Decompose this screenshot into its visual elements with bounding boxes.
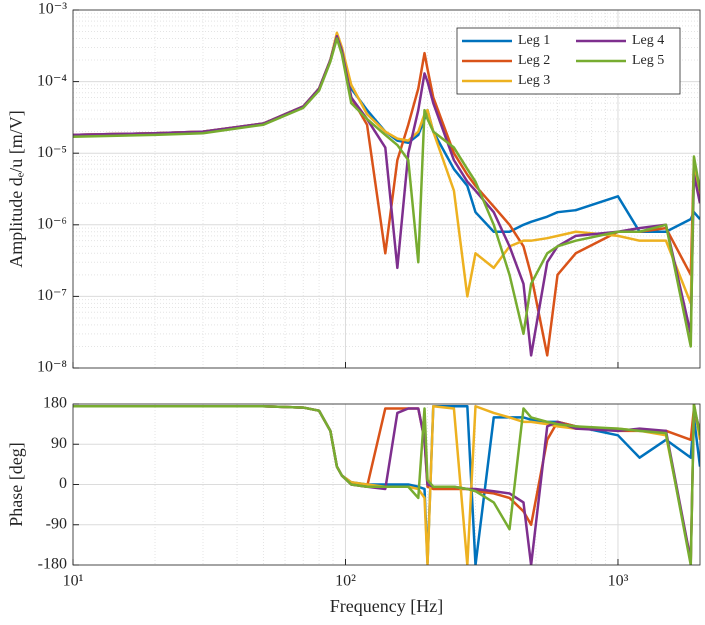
legend-label: Leg 5 bbox=[632, 53, 664, 68]
y-tick-label: 10⁻⁸ bbox=[37, 359, 67, 376]
axes-box bbox=[72, 403, 701, 566]
y-axis-label: Amplitude dₑ/u [m/V] bbox=[6, 110, 26, 268]
y-tick-label: 0 bbox=[59, 475, 67, 492]
y-axis-label: Phase [deg] bbox=[6, 442, 26, 526]
series-line bbox=[73, 404, 700, 565]
x-axis-label: Frequency [Hz] bbox=[330, 596, 443, 616]
x-tick-label: 10¹ bbox=[63, 573, 84, 590]
y-tick-label: 180 bbox=[43, 395, 67, 412]
y-tick-label: -90 bbox=[46, 515, 67, 532]
axes-box bbox=[72, 9, 701, 369]
series-line bbox=[73, 37, 700, 348]
x-tick-label: 10³ bbox=[608, 573, 629, 590]
x-tick-label: 10² bbox=[335, 573, 356, 590]
y-tick-label: 10⁻⁴ bbox=[37, 72, 67, 89]
legend-label: Leg 1 bbox=[518, 33, 550, 48]
legend-label: Leg 3 bbox=[518, 73, 550, 88]
legend-label: Leg 2 bbox=[518, 53, 550, 68]
y-tick-label: 10⁻⁵ bbox=[37, 144, 67, 161]
y-tick-label: 10⁻³ bbox=[38, 1, 67, 18]
legend-label: Leg 4 bbox=[632, 33, 664, 48]
y-tick-label: 10⁻⁶ bbox=[37, 215, 67, 232]
y-tick-label: 90 bbox=[51, 435, 67, 452]
y-tick-label: 10⁻⁷ bbox=[37, 287, 67, 304]
y-tick-label: -180 bbox=[38, 556, 67, 573]
